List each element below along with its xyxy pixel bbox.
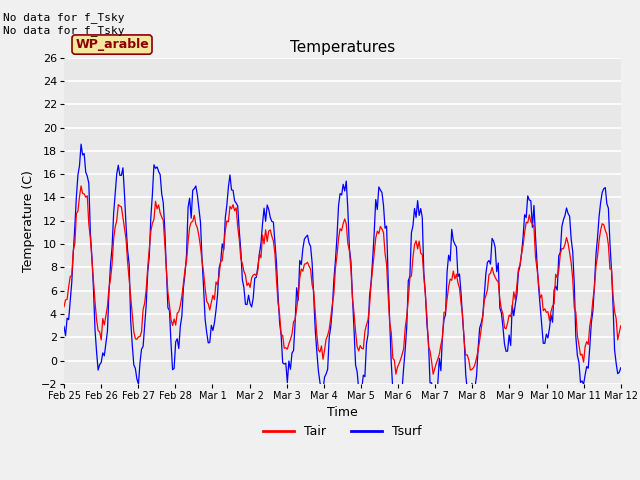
Legend: Tair, Tsurf: Tair, Tsurf (258, 420, 427, 443)
Text: WP_arable: WP_arable (75, 38, 149, 51)
Text: No data for f_Tsky: No data for f_Tsky (3, 12, 125, 23)
X-axis label: Time: Time (327, 407, 358, 420)
Text: No data for f_Tsky: No data for f_Tsky (3, 25, 125, 36)
Title: Temperatures: Temperatures (290, 40, 395, 55)
Y-axis label: Temperature (C): Temperature (C) (22, 170, 35, 272)
